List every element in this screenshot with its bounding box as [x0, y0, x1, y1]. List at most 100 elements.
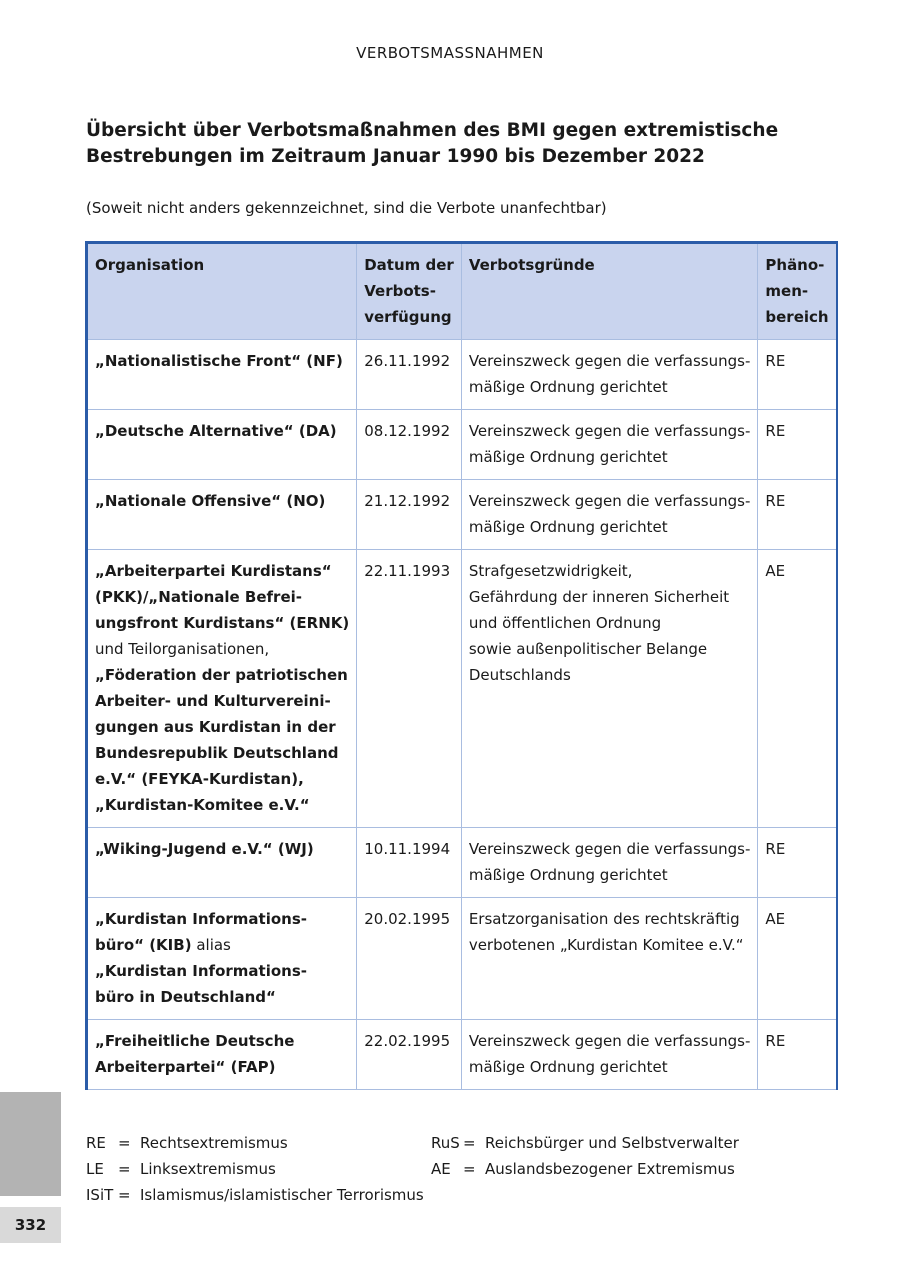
organisation-cell: „Kurdistan Informations-büro“ (KIB) alia…	[84, 897, 358, 1020]
organisation-cell: „Arbeiterpartei Kurdistans“ (PKK)/„Nation…	[84, 549, 358, 828]
column-header: Datum der Verbots-verfügung	[356, 242, 462, 340]
header-line: Datum der	[364, 256, 454, 274]
date-cell: 21.12.1992	[356, 479, 462, 550]
organisation-text: „Kurdistan-Komitee e.V.“	[95, 796, 310, 814]
reason-line: Vereinszweck gegen die verfassungs-	[468, 352, 751, 370]
organisation-line: „Kurdistan Informations-	[95, 958, 349, 984]
date-cell: 26.11.1992	[356, 339, 462, 410]
table-row: „Kurdistan Informations-büro“ (KIB) alia…	[84, 897, 838, 1020]
organisation-cell: „Nationalistische Front“ (NF)	[84, 339, 358, 410]
organisation-line: Arbeiter- und Kulturvereini-	[95, 688, 349, 714]
date-cell: 22.02.1995	[356, 1019, 462, 1090]
organisation-text: „Arbeiterpartei Kurdistans“	[95, 562, 332, 580]
reason-line: Vereinszweck gegen die verfassungs-	[468, 840, 751, 858]
organisation-line: Arbeiterpartei“ (FAP)	[95, 1054, 349, 1080]
organisation-text: gungen aus Kurdistan in der	[95, 718, 336, 736]
organisation-text: „Nationalistische Front“ (NF)	[95, 352, 343, 370]
reason-line: Deutschlands	[468, 666, 571, 684]
organisation-line: e.V.“ (FEYKA-Kurdistan),	[95, 766, 349, 792]
reason-line: und öffentlichen Ordnung	[468, 614, 662, 632]
area-cell: RE	[757, 827, 838, 898]
legend-abbr: ISiT	[86, 1186, 114, 1204]
legend-right: RuS = Reichsbürger und Selbstverwalter AE = A…	[431, 1130, 739, 1182]
organisation-line: büro“ (KIB) alias	[95, 932, 349, 958]
organisation-cell: „Deutsche Alternative“ (DA)	[84, 409, 358, 480]
date-cell: 20.02.1995	[356, 897, 462, 1020]
area-cell: AE	[757, 897, 838, 1020]
column-header: Organisation	[84, 242, 358, 340]
reason-line: mäßige Ordnung gerichtet	[468, 1058, 668, 1076]
legend-text: Islamismus/islamistischer Terrorismus	[140, 1186, 424, 1204]
legend-entry: AE = Auslandsbezogener Extremismus	[431, 1156, 739, 1182]
organisation-text: Bundesrepublik Deutschland	[95, 744, 339, 762]
reasons-cell: Ersatzorganisation des rechtskräftig verb…	[460, 897, 759, 1020]
ban-measures-table: Organisation Datum der Verbots-verfügung Ve…	[84, 241, 838, 1090]
legend-equals: =	[118, 1134, 131, 1152]
table-header-row: Organisation Datum der Verbots-verfügung Ve…	[84, 242, 838, 340]
area-cell: RE	[757, 1019, 838, 1090]
reason-line: Vereinszweck gegen die verfassungs-	[468, 422, 751, 440]
organisation-text: „Nationale Offensive“ (NO)	[95, 492, 326, 510]
legend-entry: RuS = Reichsbürger und Selbstverwalter	[431, 1130, 739, 1156]
running-head: VERBOTSMASSNAHMEN	[356, 44, 544, 62]
header-line: Verbotsgründe	[468, 256, 595, 274]
organisation-text: und Teilorganisationen,	[95, 640, 270, 658]
header-line: bereich	[765, 308, 829, 326]
table-row: „Deutsche Alternative“ (DA) 08.12.1992 Ver…	[84, 409, 838, 480]
reasons-cell: Vereinszweck gegen die verfassungs-mäßig…	[460, 479, 759, 550]
organisation-line: (PKK)/„Nationale Befrei-	[95, 584, 349, 610]
reasons-cell: Vereinszweck gegen die verfassungs-mäßig…	[460, 1019, 759, 1090]
legend-abbr: RE	[86, 1134, 106, 1152]
reasons-cell: Vereinszweck gegen die verfassungs-mäßig…	[460, 339, 759, 410]
organisation-text: „Freiheitliche Deutsche	[95, 1032, 295, 1050]
date-cell: 22.11.1993	[356, 549, 462, 828]
legend-entry: ISiT = Islamismus/islamistischer Terrorism…	[86, 1182, 424, 1208]
area-cell: RE	[757, 409, 838, 480]
reason-line: sowie außenpolitischer Belange	[468, 640, 708, 658]
reason-line: Gefährdung der inneren Sicherheit	[468, 588, 730, 606]
legend-left: RE = Rechtsextremismus LE = Linksextremismus I…	[86, 1130, 424, 1208]
area-cell: AE	[757, 549, 838, 828]
date-cell: 10.11.1994	[356, 827, 462, 898]
organisation-text: e.V.“ (FEYKA-Kurdistan),	[95, 770, 304, 788]
legend-text: Reichsbürger und Selbstverwalter	[485, 1134, 739, 1152]
organisation-cell: „Nationale Offensive“ (NO)	[84, 479, 358, 550]
reason-line: Vereinszweck gegen die verfassungs-	[468, 492, 751, 510]
reasons-cell: Strafgesetzwidrigkeit, Gefährdung der inn…	[460, 549, 759, 828]
organisation-line: „Nationalistische Front“ (NF)	[95, 348, 349, 374]
legend-equals: =	[118, 1160, 131, 1178]
header-line: verfügung	[364, 308, 452, 326]
legend-text: Rechtsextremismus	[140, 1134, 288, 1152]
organisation-line: „Arbeiterpartei Kurdistans“	[95, 558, 349, 584]
column-header: Verbotsgründe	[460, 242, 759, 340]
organisation-text: „Föderation der patriotischen	[95, 666, 348, 684]
page-number: 332	[0, 1207, 61, 1243]
legend-equals: =	[118, 1186, 131, 1204]
legend-abbr: LE	[86, 1160, 104, 1178]
title-line: Übersicht über Verbotsmaßnahmen des BMI …	[86, 120, 779, 141]
table-row: „Nationalistische Front“ (NF) 26.11.1992 V…	[84, 339, 838, 410]
column-header: Phäno-men-bereich	[757, 242, 838, 340]
table-row: „Wiking-Jugend e.V.“ (WJ) 10.11.1994 Verei…	[84, 827, 838, 898]
header-line: Phäno-	[765, 256, 825, 274]
legend-text: Linksextremismus	[140, 1160, 276, 1178]
date-cell: 08.12.1992	[356, 409, 462, 480]
organisation-line: und Teilorganisationen,	[95, 636, 349, 662]
reason-line: Strafgesetzwidrigkeit,	[468, 562, 633, 580]
organisation-line: büro in Deutschland“	[95, 984, 349, 1010]
legend-text: Auslandsbezogener Extremismus	[485, 1160, 735, 1178]
organisation-text: büro“ (KIB)	[95, 936, 192, 954]
organisation-line: Bundesrepublik Deutschland	[95, 740, 349, 766]
legend-abbr: AE	[431, 1160, 451, 1178]
area-cell: RE	[757, 479, 838, 550]
legend-entry: RE = Rechtsextremismus	[86, 1130, 424, 1156]
area-cell: RE	[757, 339, 838, 410]
page-title: Übersicht über Verbotsmaßnahmen des BMI …	[86, 118, 778, 170]
reason-line: Ersatzorganisation des rechtskräftig	[468, 910, 740, 928]
header-line: men-	[765, 282, 809, 300]
organisation-text: (PKK)/„Nationale Befrei-	[95, 588, 302, 606]
organisation-line: gungen aus Kurdistan in der	[95, 714, 349, 740]
reason-line: mäßige Ordnung gerichtet	[468, 378, 668, 396]
legend-entry: LE = Linksextremismus	[86, 1156, 424, 1182]
organisation-line: ungsfront Kurdistans“ (ERNK)	[95, 610, 349, 636]
